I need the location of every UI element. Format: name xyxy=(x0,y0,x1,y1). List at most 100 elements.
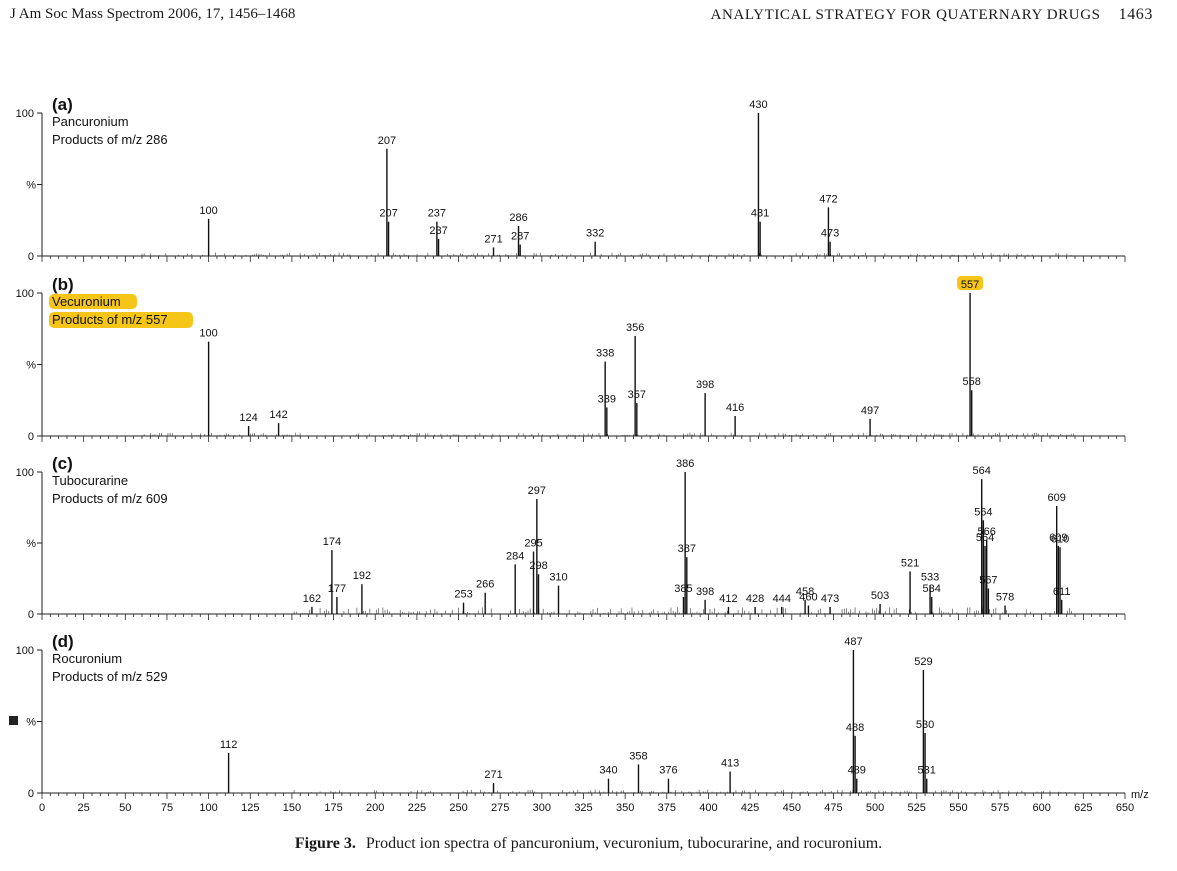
peak-label-398: 398 xyxy=(696,586,714,598)
peak-label-207: 207 xyxy=(378,135,396,147)
x-tick-label-425: 425 xyxy=(741,802,759,814)
spectrum-subtitle: Products of m/z 286 xyxy=(52,132,168,147)
spectrum-title: Vecuronium xyxy=(52,294,121,309)
peak-label-611: 610 xyxy=(1051,533,1069,545)
peak-label-473: 473 xyxy=(821,228,839,240)
y-tick-label-0: 0 xyxy=(28,609,34,621)
peak-label-529: 529 xyxy=(914,656,932,668)
x-tick-label-625: 625 xyxy=(1074,802,1092,814)
peak-label-489: 489 xyxy=(848,765,866,777)
x-tick-label-150: 150 xyxy=(283,802,301,814)
peak-label-460: 460 xyxy=(799,591,817,603)
spectrum-title: Tubocurarine xyxy=(52,473,128,488)
peak-label-578: 578 xyxy=(996,591,1014,603)
y-tick-label-100: 100 xyxy=(16,467,34,479)
peak-label-609: 609 xyxy=(1048,492,1066,504)
y-axis-label: % xyxy=(26,360,36,372)
peak-label-430: 430 xyxy=(749,99,767,111)
x-tick-label-525: 525 xyxy=(908,802,926,814)
y-tick-label-100: 100 xyxy=(16,288,34,300)
figure-3-spectra: 100 0% 100 207 207 237 237 271 286 287 332 430 431 47… xyxy=(16,95,1149,814)
peak-label-610: 609 xyxy=(1049,532,1067,544)
spectrum-subtitle: Products of m/z 557 xyxy=(52,312,168,327)
spectrum-subtitle: Products of m/z 609 xyxy=(52,491,168,506)
x-tick-label-550: 550 xyxy=(949,802,967,814)
panel-label: (c) xyxy=(52,454,73,473)
figure-caption: Figure 3. Product ion spectra of pancuron… xyxy=(0,835,1177,853)
peak-label-473: 473 xyxy=(821,593,839,605)
x-tick-label-200: 200 xyxy=(366,802,384,814)
caption-text: Product ion spectra of pancuronium, vecu… xyxy=(365,835,883,852)
x-tick-label-650: 650 xyxy=(1116,802,1134,814)
x-tick-label-125: 125 xyxy=(241,802,259,814)
peak-label-428: 428 xyxy=(746,593,764,605)
peak-label-271: 271 xyxy=(484,769,502,781)
peak-label-100: 100 xyxy=(199,205,217,217)
x-tick-label-300: 300 xyxy=(533,802,551,814)
x-axis-label: m/z xyxy=(1131,789,1149,801)
peak-label-287: 287 xyxy=(511,231,529,243)
x-tick-label-100: 100 xyxy=(199,802,217,814)
x-tick-label-450: 450 xyxy=(783,802,801,814)
peak-label-458: 458 xyxy=(796,586,814,598)
peak-label-565: 564 xyxy=(974,506,992,518)
subtitle-highlight xyxy=(49,312,193,328)
y-tick-label-0: 0 xyxy=(28,431,34,443)
peak-label-192: 192 xyxy=(353,570,371,582)
caption-label: Figure 3. xyxy=(294,835,356,852)
spectrum-title: Pancuronium xyxy=(52,114,129,129)
margin-marker xyxy=(9,716,18,725)
x-tick-label-600: 600 xyxy=(1033,802,1051,814)
x-tick-label-0: 0 xyxy=(39,802,45,814)
y-tick-label-100: 100 xyxy=(16,108,34,120)
peak-label-568: 567 xyxy=(979,574,997,586)
peak-label-340: 340 xyxy=(599,765,617,777)
peak-label-521: 521 xyxy=(901,557,919,569)
peak-label-358: 358 xyxy=(629,750,647,762)
spectrum-subtitle: Products of m/z 529 xyxy=(52,669,168,684)
peak-label-142: 142 xyxy=(269,409,287,421)
peak-label-177: 177 xyxy=(328,583,346,595)
peak-label-612: 611 xyxy=(1053,586,1071,598)
peak-label-431: 431 xyxy=(751,208,769,220)
peak-label-503: 503 xyxy=(871,590,889,602)
y-axis-label: % xyxy=(26,538,36,550)
peak-label-208: 207 xyxy=(379,208,397,220)
x-tick-label-325: 325 xyxy=(574,802,592,814)
running-header-text: ANALYTICAL STRATEGY FOR QUATERNARY DRUGS xyxy=(710,7,1101,23)
x-tick-label-500: 500 xyxy=(866,802,884,814)
peak-label-564: 564 xyxy=(973,465,991,477)
peak-label-253: 253 xyxy=(454,589,472,601)
x-tick-label-25: 25 xyxy=(78,802,90,814)
peak-label-295: 295 xyxy=(524,538,542,550)
peak-label-356: 356 xyxy=(626,322,644,334)
panel-label: (b) xyxy=(52,275,74,294)
panel-label: (d) xyxy=(52,632,74,651)
peak-label-112: 112 xyxy=(220,739,238,751)
peak-label-566: 564 xyxy=(976,532,994,544)
x-tick-label-400: 400 xyxy=(699,802,717,814)
peak-label-385: 385 xyxy=(674,583,692,595)
peak-label-338: 338 xyxy=(596,348,614,360)
peak-label-237: 237 xyxy=(428,208,446,220)
y-tick-label-100: 100 xyxy=(16,645,34,657)
peak-label-487: 487 xyxy=(844,636,862,648)
spectrum-title: Rocuronium xyxy=(52,651,122,666)
x-tick-label-75: 75 xyxy=(161,802,173,814)
peak-label-387: 387 xyxy=(678,543,696,555)
peak-label-534: 534 xyxy=(923,583,941,595)
y-axis-label: % xyxy=(26,180,36,192)
peak-label-286: 286 xyxy=(509,212,527,224)
x-tick-label-250: 250 xyxy=(449,802,467,814)
peak-label-413: 413 xyxy=(721,758,739,770)
x-tick-label-350: 350 xyxy=(616,802,634,814)
peak-label-376: 376 xyxy=(659,765,677,777)
peak-label-174: 174 xyxy=(323,536,341,548)
title-highlight xyxy=(49,294,137,309)
peak-label-highlight xyxy=(957,276,984,290)
peak-label-488: 488 xyxy=(846,722,864,734)
peak-label-497: 497 xyxy=(861,405,879,417)
x-tick-label-475: 475 xyxy=(824,802,842,814)
peak-label-284: 284 xyxy=(506,550,524,562)
peak-label-398: 398 xyxy=(696,379,714,391)
